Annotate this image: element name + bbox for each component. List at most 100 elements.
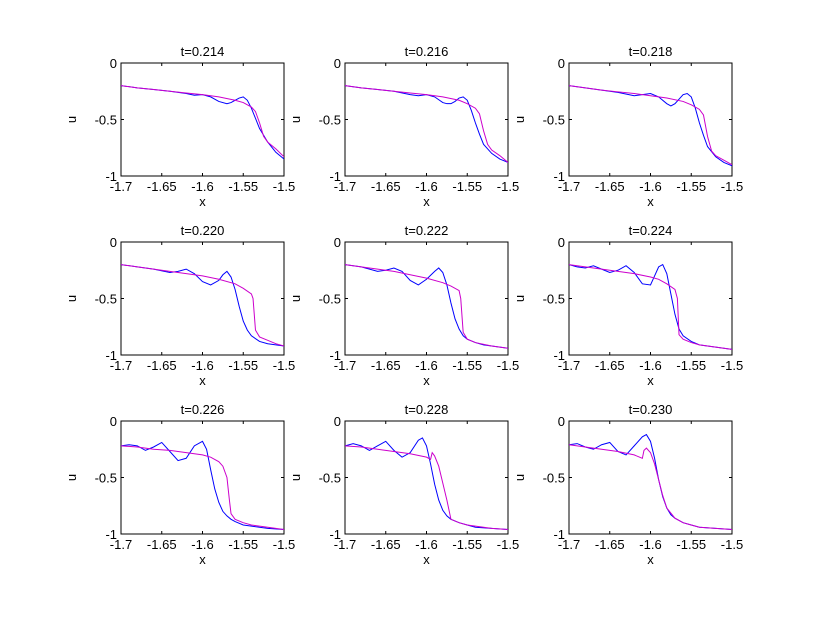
- x-tick-label: -1.55: [228, 358, 258, 373]
- x-tick-label: -1.7: [334, 179, 356, 194]
- x-axis-label: x: [423, 552, 430, 567]
- x-tick-label: -1.7: [334, 358, 356, 373]
- x-tick-label: -1.7: [334, 537, 356, 552]
- axes-box: [120, 241, 285, 356]
- x-axis-label: x: [647, 373, 654, 388]
- axes-box: [568, 62, 733, 177]
- series-line-2: [569, 264, 732, 350]
- y-tick-label: 0: [334, 56, 341, 71]
- x-tick-label: -1.6: [191, 179, 213, 194]
- y-tick-label: 0: [558, 56, 565, 71]
- x-tick-label: -1.55: [676, 358, 706, 373]
- y-axis-label: u: [64, 474, 79, 481]
- x-tick-label: -1.65: [371, 179, 401, 194]
- y-tick-label: -0.5: [95, 292, 117, 307]
- y-tick-label: -1: [553, 348, 565, 363]
- y-axis-label: u: [288, 116, 303, 123]
- x-tick-label: -1.55: [228, 537, 258, 552]
- y-tick-label: -0.5: [319, 292, 341, 307]
- x-tick-label: -1.55: [452, 358, 482, 373]
- x-tick-label: -1.6: [191, 358, 213, 373]
- x-tick-label: -1.65: [595, 179, 625, 194]
- x-tick-label: -1.65: [147, 358, 177, 373]
- x-axis-label: x: [423, 194, 430, 209]
- y-tick-label: 0: [110, 56, 117, 71]
- x-tick-label: -1.65: [147, 537, 177, 552]
- y-tick-label: -0.5: [95, 113, 117, 128]
- subplot-title: t=0.224: [629, 223, 673, 238]
- x-axis-label: x: [647, 194, 654, 209]
- y-tick-label: -1: [105, 527, 117, 542]
- subplot-8: -1.7 -1.65 -1.6 -1.55 -1.5 0 -0.5 -1 t=0.228 x u: [288, 402, 519, 567]
- y-axis-label: u: [512, 295, 527, 302]
- x-axis-label: x: [199, 552, 206, 567]
- y-tick-label: -0.5: [95, 471, 117, 486]
- x-axis-label: x: [199, 194, 206, 209]
- subplot-title: t=0.222: [405, 223, 449, 238]
- x-tick-label: -1.5: [721, 179, 743, 194]
- subplot-title: t=0.216: [405, 44, 449, 59]
- y-tick-label: 0: [558, 414, 565, 429]
- y-tick-label: -1: [553, 169, 565, 184]
- x-tick-label: -1.6: [639, 358, 661, 373]
- series-line-1: [569, 263, 732, 350]
- x-tick-label: -1.7: [558, 358, 580, 373]
- y-tick-label: -1: [329, 527, 341, 542]
- subplot-4: -1.7 -1.65 -1.6 -1.55 -1.5 0 -0.5 -1 t=0.220 x u: [64, 223, 295, 388]
- y-tick-label: 0: [334, 414, 341, 429]
- subplot-2: -1.7 -1.65 -1.6 -1.55 -1.5 0 -0.5 -1 t=0.216 x u: [288, 44, 519, 209]
- x-tick-label: -1.6: [639, 537, 661, 552]
- series-line-1: [569, 85, 732, 167]
- x-tick-label: -1.6: [415, 358, 437, 373]
- y-tick-label: 0: [334, 235, 341, 250]
- x-tick-label: -1.6: [415, 179, 437, 194]
- y-tick-label: -0.5: [543, 113, 565, 128]
- x-tick-label: -1.7: [110, 537, 132, 552]
- series-line-1: [121, 440, 284, 530]
- axes-box: [120, 420, 285, 535]
- x-tick-label: -1.5: [497, 358, 519, 373]
- y-tick-label: -0.5: [319, 113, 341, 128]
- axes-box: [568, 241, 733, 356]
- y-axis-label: u: [288, 474, 303, 481]
- x-tick-label: -1.5: [721, 358, 743, 373]
- y-tick-label: -1: [105, 169, 117, 184]
- x-tick-label: -1.65: [371, 358, 401, 373]
- subplot-title: t=0.220: [181, 223, 225, 238]
- x-tick-label: -1.55: [452, 537, 482, 552]
- subplot-title: t=0.218: [629, 44, 673, 59]
- subplot-1: -1.7 -1.65 -1.6 -1.55 -1.5 0 -0.5 -1 t=0.214 x u: [64, 44, 295, 209]
- subplot-9: -1.7 -1.65 -1.6 -1.55 -1.5 0 -0.5 -1 t=0.230 x u: [512, 402, 743, 567]
- series-line-2: [345, 264, 508, 349]
- series-line-1: [345, 85, 508, 163]
- y-axis-label: u: [512, 116, 527, 123]
- x-tick-label: -1.55: [676, 179, 706, 194]
- x-tick-label: -1.5: [273, 179, 295, 194]
- axes-box: [568, 420, 733, 535]
- y-tick-label: -0.5: [319, 471, 341, 486]
- axes-box: [344, 241, 509, 356]
- series-line-2: [121, 264, 284, 347]
- y-tick-label: -1: [553, 527, 565, 542]
- series-line-2: [569, 85, 732, 166]
- x-tick-label: -1.65: [595, 537, 625, 552]
- subplot-title: t=0.230: [629, 402, 673, 417]
- x-tick-label: -1.7: [110, 358, 132, 373]
- subplot-title: t=0.228: [405, 402, 449, 417]
- y-tick-label: 0: [110, 414, 117, 429]
- x-tick-label: -1.5: [497, 179, 519, 194]
- series-line-2: [569, 444, 732, 530]
- series-line-2: [121, 85, 284, 158]
- axes-box: [344, 62, 509, 177]
- subplot-title: t=0.226: [181, 402, 225, 417]
- x-tick-label: -1.65: [371, 537, 401, 552]
- x-axis-label: x: [199, 373, 206, 388]
- x-tick-label: -1.7: [110, 179, 132, 194]
- series-line-2: [121, 445, 284, 530]
- y-tick-label: 0: [110, 235, 117, 250]
- subplot-3: -1.7 -1.65 -1.6 -1.55 -1.5 0 -0.5 -1 t=0.218 x u: [512, 44, 743, 209]
- y-tick-label: -0.5: [543, 471, 565, 486]
- y-tick-label: -0.5: [543, 292, 565, 307]
- x-tick-label: -1.6: [415, 537, 437, 552]
